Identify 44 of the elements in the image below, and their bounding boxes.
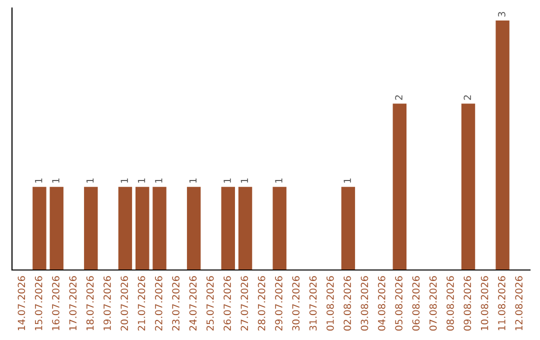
data-label: 3 xyxy=(498,12,506,17)
x-tick-label: 20.07.2026 xyxy=(120,276,128,331)
x-tick-label: 18.07.2026 xyxy=(86,276,94,330)
data-label: 1 xyxy=(240,178,248,183)
data-label: 1 xyxy=(224,178,231,183)
x-tick-label: 11.08.2026 xyxy=(498,276,506,330)
x-tick-label: 31.07.2026 xyxy=(309,276,317,330)
x-tick-label: 04.08.2026 xyxy=(378,276,386,331)
x-tick-label: 28.07.2026 xyxy=(258,276,266,331)
x-tick-label: 23.07.2026 xyxy=(172,276,180,331)
x-tick-label: 27.07.2026 xyxy=(240,276,248,331)
x-tick-label: 10.08.2026 xyxy=(480,276,488,330)
x-tick-label: 16.07.2026 xyxy=(52,276,60,330)
x-tick-label: 09.08.2026 xyxy=(464,276,472,331)
x-tick-label: 08.08.2026 xyxy=(446,276,454,331)
x-tick-label: 22.07.2026 xyxy=(154,276,162,331)
x-tick-label: 07.08.2026 xyxy=(429,276,437,331)
data-label: 1 xyxy=(344,178,351,183)
x-tick-label: 15.07.2026 xyxy=(34,276,42,330)
x-tick-label: 30.07.2026 xyxy=(292,276,300,330)
x-tick-label: 19.07.2026 xyxy=(104,276,111,330)
x-tick-label: 12.08.2026 xyxy=(515,276,523,330)
x-tick-label: 17.07.2026 xyxy=(69,276,77,330)
data-label: 1 xyxy=(155,178,162,183)
data-label: 1 xyxy=(86,178,94,183)
data-label: 1 xyxy=(35,178,42,183)
data-label: 1 xyxy=(120,178,128,183)
data-label: 1 xyxy=(189,178,196,183)
x-tick-label: 25.07.2026 xyxy=(206,276,214,331)
x-tick-label: 21.07.2026 xyxy=(138,276,146,331)
x-tick-label: 26.07.2026 xyxy=(224,276,231,331)
x-tick-label: 05.08.2026 xyxy=(395,276,402,331)
x-tick-label: 29.07.2026 xyxy=(275,276,282,331)
data-label: 1 xyxy=(52,178,60,183)
x-tick-label: 02.08.2026 xyxy=(344,276,352,331)
x-tick-label: 06.08.2026 xyxy=(412,276,420,331)
data-label: 2 xyxy=(464,95,471,100)
data-label: 2 xyxy=(395,95,402,100)
data-label: 1 xyxy=(275,178,282,183)
data-label: 1 xyxy=(138,178,146,183)
x-tick-label: 03.08.2026 xyxy=(360,276,368,331)
x-tick-label: 14.07.2026 xyxy=(18,276,26,330)
x-tick-label: 01.08.2026 xyxy=(326,276,334,331)
x-tick-label: 24.07.2026 xyxy=(189,276,197,331)
